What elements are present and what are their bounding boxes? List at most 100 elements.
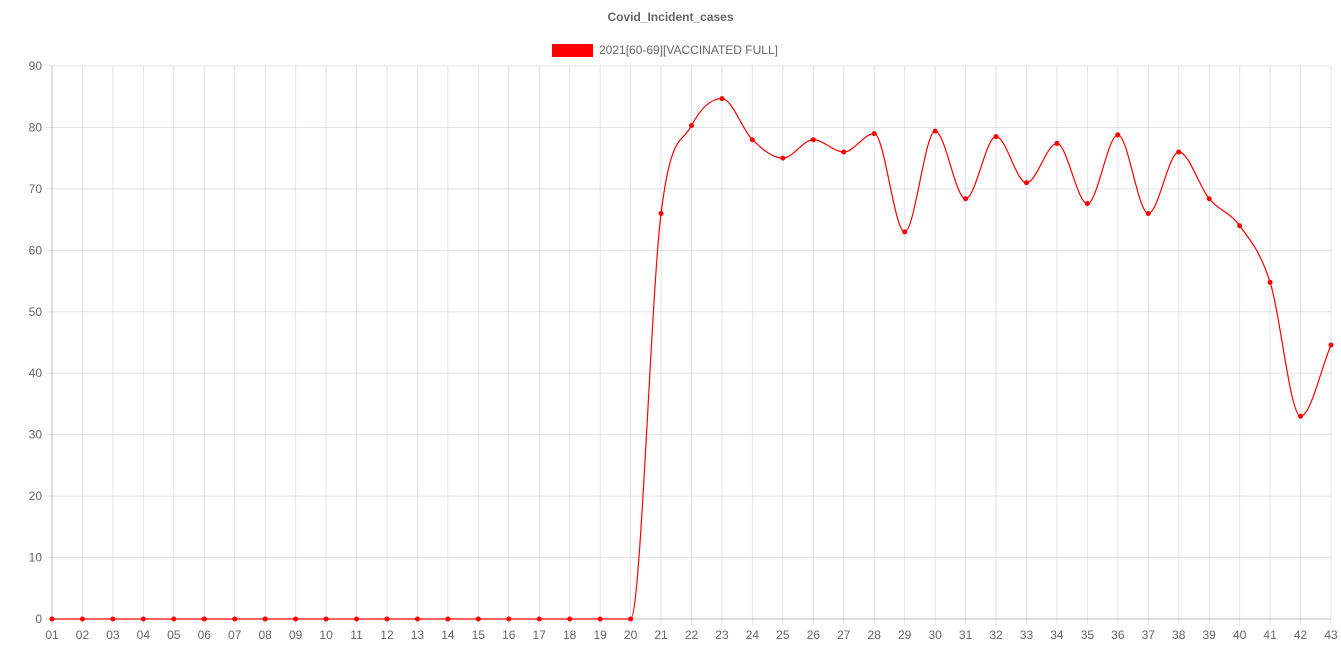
data-point[interactable] — [597, 616, 603, 622]
x-tick-label: 08 — [258, 628, 272, 642]
data-point[interactable] — [414, 616, 420, 622]
legend-label[interactable]: 2021[60-69][VACCINATED FULL] — [599, 43, 778, 57]
x-tick-label: 32 — [989, 628, 1003, 642]
data-point[interactable] — [354, 616, 360, 622]
x-tick-label: 28 — [868, 628, 882, 642]
data-point[interactable] — [780, 155, 786, 161]
data-point[interactable] — [719, 96, 725, 102]
x-tick-label: 03 — [106, 628, 120, 642]
x-tick-label: 14 — [441, 628, 455, 642]
x-tick-label: 07 — [228, 628, 242, 642]
x-tick-label: 29 — [898, 628, 912, 642]
data-point[interactable] — [1206, 196, 1212, 202]
data-point[interactable] — [963, 196, 969, 202]
y-tick-label: 80 — [29, 120, 43, 134]
data-point[interactable] — [1115, 132, 1121, 138]
y-tick-label: 40 — [29, 366, 43, 380]
y-tick-label: 90 — [29, 59, 43, 73]
legend-swatch[interactable] — [552, 44, 593, 57]
x-tick-label: 41 — [1263, 628, 1277, 642]
y-tick-label: 10 — [29, 551, 43, 565]
x-tick-label: 16 — [502, 628, 516, 642]
data-point[interactable] — [1176, 149, 1182, 155]
data-point[interactable] — [658, 210, 664, 216]
series-layer — [49, 96, 1334, 622]
x-tick-label: 15 — [472, 628, 486, 642]
x-axis: 01 02 03 04 05 06 07 08 09 10 11 12 13 14 15 16 17 18 19 20… — [45, 628, 1338, 642]
data-point[interactable] — [110, 616, 116, 622]
x-tick-label: 37 — [1142, 628, 1156, 642]
data-point[interactable] — [232, 616, 238, 622]
x-tick-label: 25 — [776, 628, 790, 642]
data-point[interactable] — [293, 616, 299, 622]
data-point[interactable] — [1145, 210, 1151, 216]
chart-title: Covid_Incident_cases — [607, 10, 733, 24]
x-tick-label: 24 — [746, 628, 760, 642]
x-tick-label: 26 — [807, 628, 821, 642]
data-point[interactable] — [49, 616, 55, 622]
x-tick-label: 39 — [1203, 628, 1217, 642]
data-point[interactable] — [1054, 140, 1060, 146]
data-point[interactable] — [536, 616, 542, 622]
x-tick-label: 11 — [350, 628, 363, 642]
x-tick-label: 19 — [593, 628, 607, 642]
data-point[interactable] — [810, 137, 816, 143]
data-point[interactable] — [384, 616, 390, 622]
x-tick-label: 27 — [837, 628, 851, 642]
x-tick-label: 18 — [563, 628, 577, 642]
x-tick-label: 04 — [137, 628, 151, 642]
data-point[interactable] — [1328, 342, 1334, 348]
y-tick-label: 50 — [29, 305, 43, 319]
x-tick-label: 06 — [198, 628, 212, 642]
y-axis: 0 10 20 30 40 50 60 70 80 90 — [29, 59, 43, 626]
data-point[interactable] — [841, 149, 847, 155]
data-point[interactable] — [506, 616, 512, 622]
x-tick-label: 10 — [319, 628, 333, 642]
data-point[interactable] — [871, 131, 877, 137]
data-point[interactable] — [1023, 180, 1029, 186]
x-tick-label: 34 — [1050, 628, 1064, 642]
y-tick-label: 30 — [29, 428, 43, 442]
data-point[interactable] — [1237, 223, 1243, 229]
x-tick-label: 22 — [685, 628, 699, 642]
x-tick-label: 23 — [715, 628, 729, 642]
y-tick-label: 70 — [29, 182, 43, 196]
legend[interactable]: 2021[60-69][VACCINATED FULL] — [552, 43, 778, 57]
data-point[interactable] — [262, 616, 268, 622]
y-tick-label: 20 — [29, 489, 43, 503]
x-tick-label: 01 — [45, 628, 59, 642]
data-point[interactable] — [201, 616, 207, 622]
x-tick-label: 30 — [928, 628, 942, 642]
data-point[interactable] — [567, 616, 573, 622]
x-tick-label: 05 — [167, 628, 181, 642]
x-tick-label: 13 — [411, 628, 425, 642]
data-point[interactable] — [993, 134, 999, 140]
data-point[interactable] — [1298, 413, 1304, 419]
x-tick-label: 35 — [1081, 628, 1095, 642]
data-point[interactable] — [902, 229, 908, 235]
data-point[interactable] — [323, 616, 329, 622]
y-tick-label: 0 — [35, 612, 42, 626]
data-point[interactable] — [1084, 201, 1090, 207]
data-point[interactable] — [475, 616, 481, 622]
data-point[interactable] — [171, 616, 177, 622]
x-tick-label: 38 — [1172, 628, 1186, 642]
x-tick-label: 09 — [289, 628, 303, 642]
x-tick-label: 31 — [959, 628, 973, 642]
x-tick-label: 02 — [76, 628, 90, 642]
x-tick-label: 43 — [1324, 628, 1338, 642]
data-point[interactable] — [689, 123, 694, 129]
data-point[interactable] — [628, 616, 634, 622]
data-point[interactable] — [932, 128, 938, 134]
x-tick-label: 21 — [654, 628, 668, 642]
data-point[interactable] — [140, 616, 146, 622]
data-point[interactable] — [445, 616, 451, 622]
data-point[interactable] — [749, 137, 755, 143]
x-tick-label: 20 — [624, 628, 638, 642]
x-tick-label: 42 — [1294, 628, 1308, 642]
x-tick-label: 12 — [380, 628, 394, 642]
data-point[interactable] — [1267, 279, 1273, 285]
data-point[interactable] — [79, 616, 85, 622]
y-tick-label: 60 — [29, 243, 43, 257]
